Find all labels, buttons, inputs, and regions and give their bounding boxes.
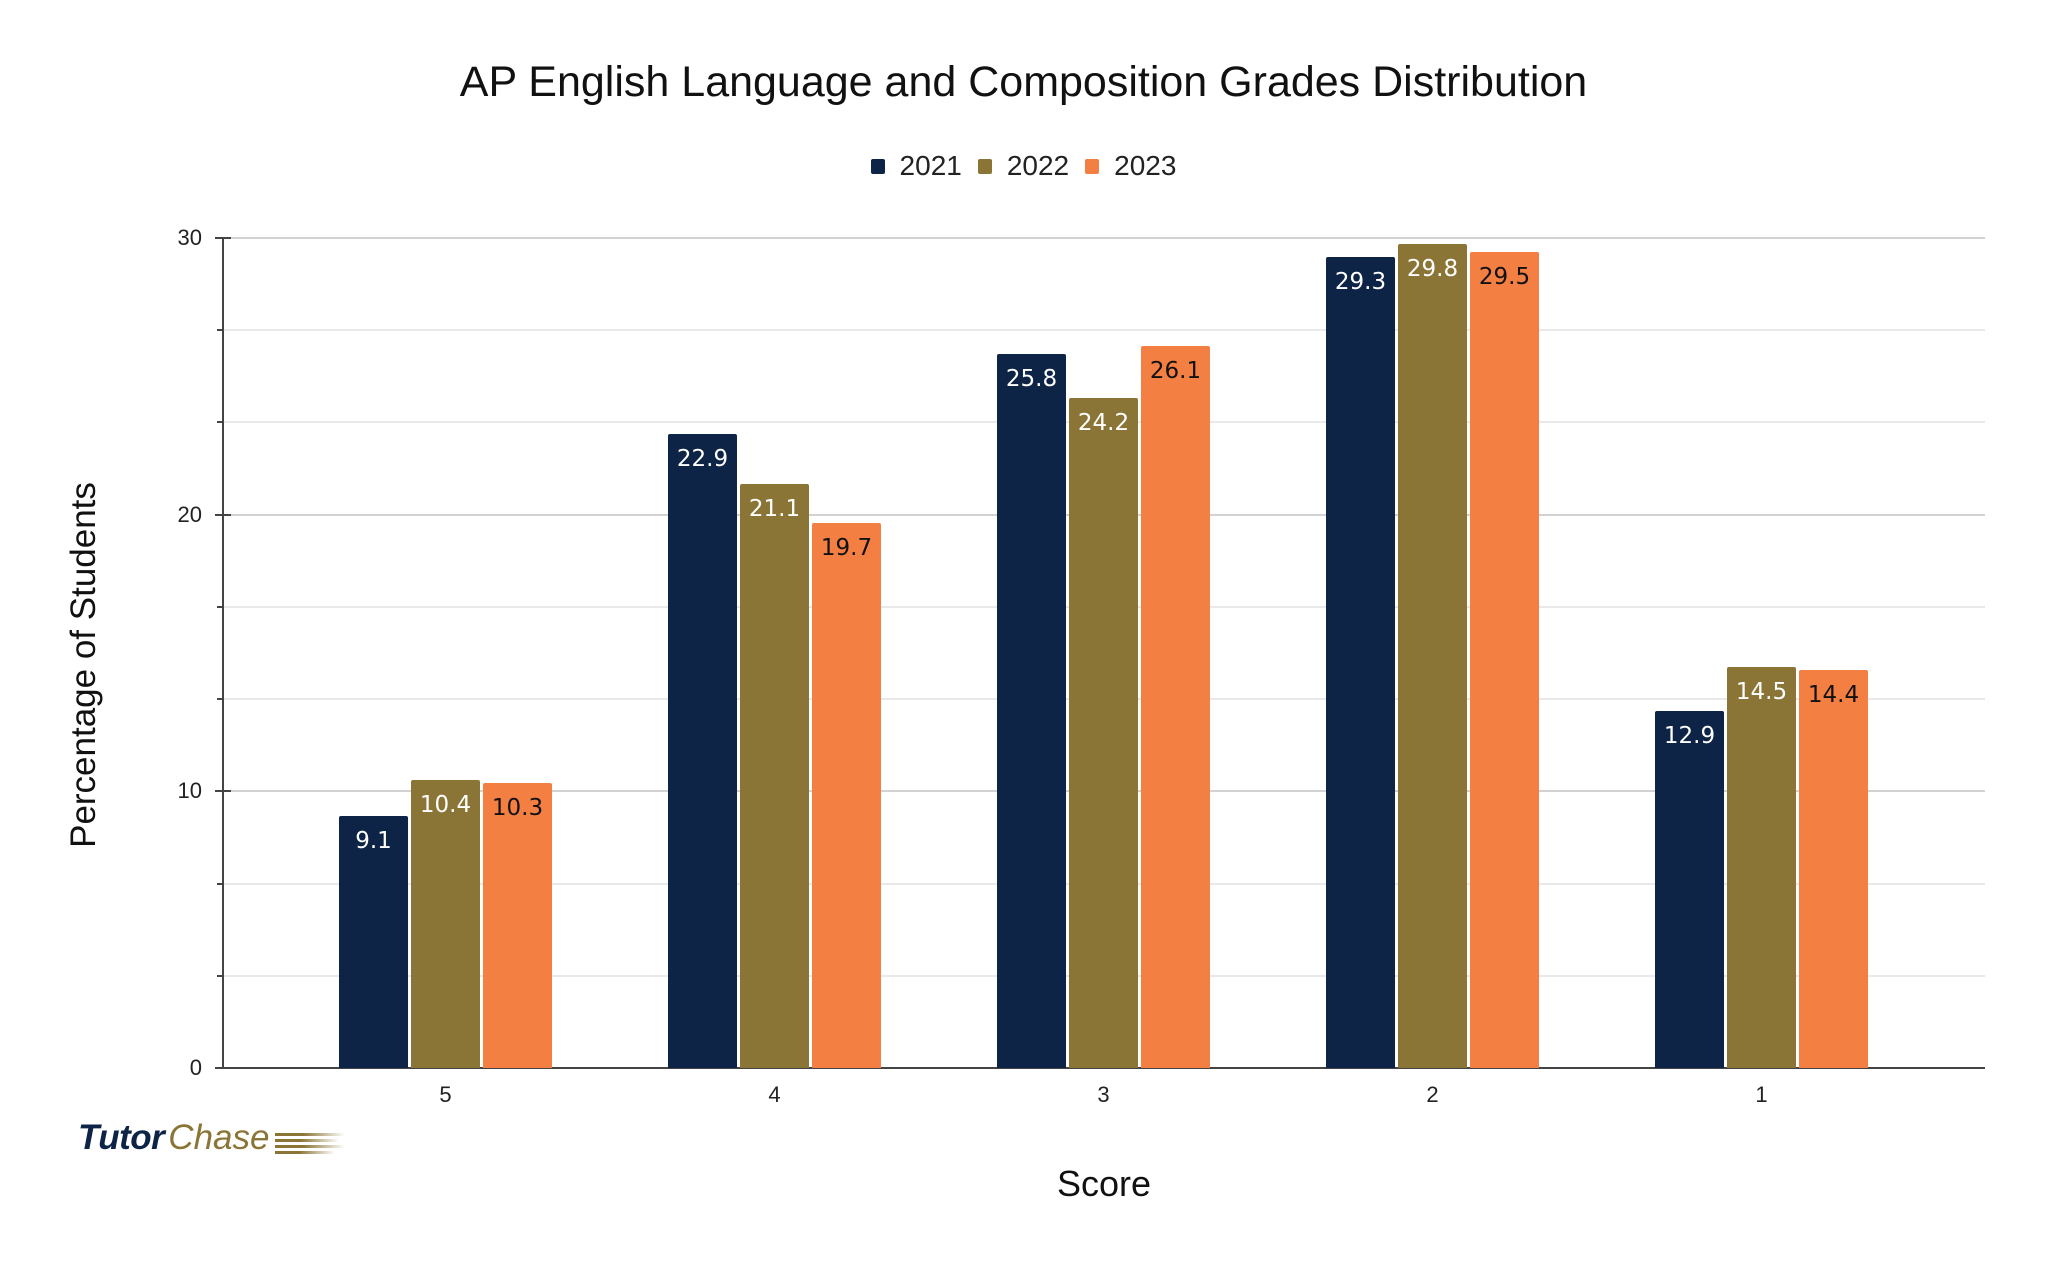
major-tick xyxy=(215,1067,231,1069)
legend-swatch-icon xyxy=(977,158,992,174)
speed-lines-icon xyxy=(275,1131,346,1154)
y-tick-label: 0 xyxy=(189,1055,202,1080)
x-axis-line xyxy=(215,1067,1985,1069)
bar-value-label: 24.2 xyxy=(1077,410,1130,437)
legend-item-2021[interactable]: 2021 xyxy=(870,150,962,182)
y-axis-line xyxy=(222,238,224,1069)
tutorchase-logo: Tutor Chase xyxy=(78,1118,346,1158)
bar-score-4-2021[interactable]: 22.9 xyxy=(668,434,737,1068)
bar-score-5-2021[interactable]: 9.1 xyxy=(339,816,408,1068)
bar-score-4-2022[interactable]: 21.1 xyxy=(740,484,809,1068)
x-tick-label: 3 xyxy=(1097,1082,1110,1107)
bar-score-1-2023[interactable]: 14.4 xyxy=(1799,669,1868,1068)
bar-value-label: 25.8 xyxy=(1005,366,1058,393)
bar-value-label: 9.1 xyxy=(355,828,392,855)
y-tick-label: 10 xyxy=(177,778,202,804)
legend-label: 2021 xyxy=(899,150,962,181)
bar-value-label: 10.3 xyxy=(491,795,544,822)
major-tick xyxy=(215,514,231,516)
bar-score-3-2021[interactable]: 25.8 xyxy=(997,354,1066,1068)
bar-value-label: 29.8 xyxy=(1406,255,1459,282)
minor-gridline xyxy=(223,329,1985,331)
bar-value-label: 12.9 xyxy=(1663,723,1716,750)
bar-score-2-2021[interactable]: 29.3 xyxy=(1326,257,1395,1068)
chart-title: AP English Language and Composition Grad… xyxy=(459,58,1588,106)
bar-score-5-2023[interactable]: 10.3 xyxy=(483,783,552,1068)
x-tick-label: 4 xyxy=(768,1082,781,1107)
chart-legend: 2021 2022 2023 xyxy=(0,150,2047,182)
bar-value-label: 22.9 xyxy=(676,446,729,473)
bar-value-label: 10.4 xyxy=(419,792,472,819)
legend-swatch-icon xyxy=(870,158,885,174)
bar-value-label: 14.5 xyxy=(1735,678,1788,705)
logo-text-tutor: Tutor xyxy=(78,1118,165,1157)
y-axis-title: Percentage of Students xyxy=(64,482,103,848)
bar-score-4-2023[interactable]: 19.7 xyxy=(812,522,881,1068)
bar-score-1-2021[interactable]: 12.9 xyxy=(1655,711,1724,1068)
minor-tick xyxy=(217,698,224,700)
bar-score-5-2022[interactable]: 10.4 xyxy=(411,780,480,1068)
bar-value-label: 29.5 xyxy=(1478,263,1531,290)
bar-value-label: 14.4 xyxy=(1807,681,1860,708)
x-axis-title: Score xyxy=(1056,1163,1152,1204)
legend-swatch-icon xyxy=(1085,158,1100,174)
legend-item-2022[interactable]: 2022 xyxy=(977,150,1070,182)
y-tick-label: 30 xyxy=(177,225,202,250)
legend-label: 2022 xyxy=(1006,150,1070,181)
minor-tick xyxy=(217,329,224,331)
legend-item-2023[interactable]: 2023 xyxy=(1085,150,1176,182)
x-tick-label: 5 xyxy=(439,1082,452,1107)
minor-tick xyxy=(217,606,224,608)
bar-score-1-2022[interactable]: 14.5 xyxy=(1727,666,1796,1068)
x-tick-label: 2 xyxy=(1426,1082,1439,1107)
logo-text-chase: Chase xyxy=(168,1118,270,1157)
bar-score-3-2022[interactable]: 24.2 xyxy=(1069,398,1138,1068)
x-tick-label: 1 xyxy=(1755,1082,1768,1107)
major-tick xyxy=(215,237,231,239)
y-tick-label: 20 xyxy=(177,501,202,527)
major-gridline xyxy=(223,237,1985,239)
bar-value-label: 26.1 xyxy=(1149,357,1202,384)
major-tick xyxy=(215,790,231,792)
bar-value-label: 19.7 xyxy=(820,534,873,561)
minor-tick xyxy=(217,421,224,423)
bar-value-label: 21.1 xyxy=(748,496,801,523)
bar-score-3-2023[interactable]: 26.1 xyxy=(1141,345,1210,1068)
bar-value-label: 29.3 xyxy=(1334,269,1387,296)
legend-label: 2023 xyxy=(1114,150,1177,181)
bar-score-2-2022[interactable]: 29.8 xyxy=(1398,243,1467,1068)
minor-tick xyxy=(217,975,224,977)
bar-score-2-2023[interactable]: 29.5 xyxy=(1470,251,1539,1068)
minor-tick xyxy=(217,883,224,885)
